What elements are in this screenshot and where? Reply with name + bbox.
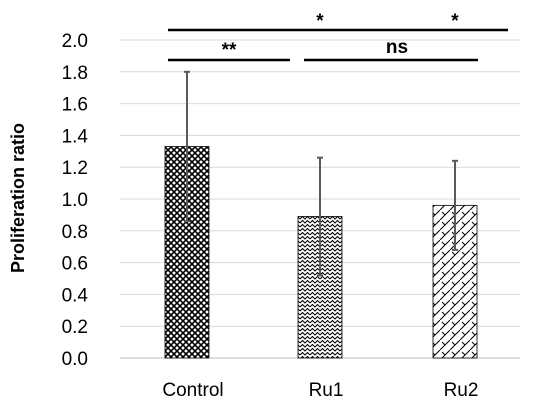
x-category-label: Control	[162, 380, 223, 401]
x-category-label: Ru1	[309, 380, 344, 401]
y-tick-label: 1.6	[62, 95, 88, 116]
significance-brackets: ** ns* *	[168, 11, 508, 62]
sig-label: ns	[386, 37, 408, 58]
y-axis-ticks: 0.0 0.2 0.4 0.6 0.8 1.0 1.2 1.4 1.6 1.8 2.0	[62, 31, 89, 370]
y-tick-label: 0.0	[62, 349, 88, 370]
y-tick-label: 1.8	[62, 63, 88, 84]
sig-label: *	[451, 11, 459, 32]
y-tick-label: 1.4	[62, 126, 89, 147]
error-bars	[184, 70, 458, 277]
y-axis-title: Proliferation ratio	[8, 123, 28, 273]
sig-label: *	[316, 11, 324, 32]
y-tick-label: 1.2	[62, 158, 88, 179]
y-tick-label: 0.2	[62, 317, 88, 338]
x-category-label: Ru2	[444, 380, 479, 401]
y-tick-label: 0.4	[62, 285, 89, 306]
y-tick-label: 1.0	[62, 190, 88, 211]
sig-label: **	[222, 40, 237, 61]
x-axis-categories: Control Ru1 Ru2	[162, 380, 478, 401]
y-tick-label: 0.6	[62, 254, 88, 275]
y-tick-label: 0.8	[62, 222, 88, 243]
y-tick-label: 2.0	[62, 31, 88, 52]
